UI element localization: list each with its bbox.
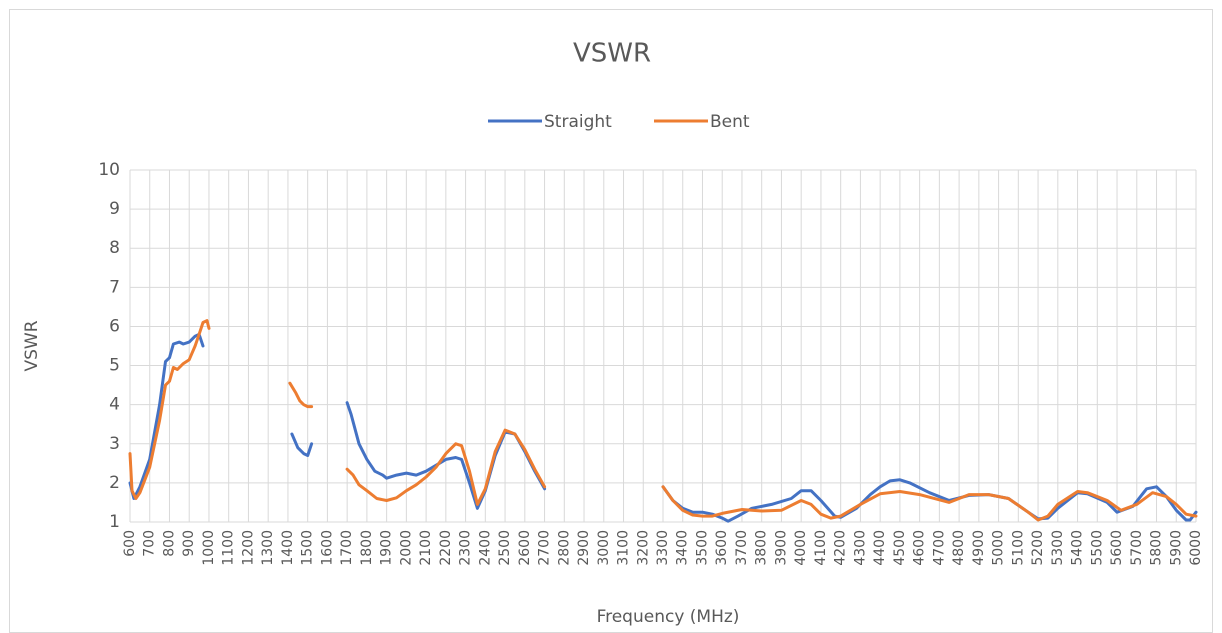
x-tick-label: 3600 <box>714 530 730 566</box>
x-tick-label: 5100 <box>1010 530 1026 566</box>
y-tick-label: 1 <box>109 512 120 532</box>
y-tick-label: 3 <box>109 434 120 454</box>
series-line <box>128 319 1198 522</box>
x-tick-label: 3200 <box>635 530 651 566</box>
y-tick-label: 9 <box>109 199 120 219</box>
x-tick-label: 5800 <box>1149 530 1165 566</box>
x-tick-label: 2300 <box>458 530 474 566</box>
y-tick-label: 10 <box>98 160 120 180</box>
x-tick-label: 3900 <box>773 530 789 566</box>
x-tick-label: 4600 <box>912 530 928 566</box>
x-tick-label: 4900 <box>971 530 987 566</box>
y-tick-label: 8 <box>109 238 120 258</box>
x-tick-label: 5000 <box>991 530 1007 566</box>
x-tick-label: 5400 <box>1070 530 1086 566</box>
y-tick-label: 4 <box>109 395 120 415</box>
x-tick-label: 1300 <box>260 530 276 566</box>
x-tick-label: 3800 <box>754 530 770 566</box>
x-tick-label: 3700 <box>734 530 750 566</box>
chart-frame <box>9 9 1213 633</box>
x-tick-label: 2000 <box>398 530 414 566</box>
x-tick-label: 3000 <box>596 530 612 566</box>
x-tick-label: 6000 <box>1188 530 1204 566</box>
series-line <box>128 332 1198 523</box>
x-tick-label: 1800 <box>359 530 375 566</box>
x-tick-label: 4400 <box>872 530 888 566</box>
x-tick-label: 1100 <box>221 530 237 566</box>
y-tick-label: 7 <box>109 277 120 297</box>
x-tick-label: 1000 <box>201 530 217 566</box>
x-tick-label: 4800 <box>951 530 967 566</box>
x-tick-label: 5700 <box>1129 530 1145 566</box>
x-tick-label: 1500 <box>300 530 316 566</box>
x-tick-label: 1700 <box>339 530 355 566</box>
x-tick-label: 3100 <box>616 530 632 566</box>
x-tick-label: 1200 <box>240 530 256 566</box>
x-tick-label: 700 <box>142 530 158 557</box>
legend-label: Straight <box>544 112 612 132</box>
x-tick-label: 5900 <box>1168 530 1184 566</box>
x-tick-label: 4500 <box>892 530 908 566</box>
x-tick-label: 600 <box>122 530 138 557</box>
x-tick-label: 2200 <box>438 530 454 566</box>
x-tick-label: 2100 <box>418 530 434 566</box>
x-tick-label: 4100 <box>813 530 829 566</box>
x-tick-label: 1900 <box>379 530 395 566</box>
x-tick-label: 2800 <box>556 530 572 566</box>
x-tick-label: 4200 <box>833 530 849 566</box>
chart-title: VSWR <box>573 39 651 69</box>
x-tick-label: 5300 <box>1050 530 1066 566</box>
legend-label: Bent <box>710 112 750 132</box>
x-tick-label: 5500 <box>1089 530 1105 566</box>
x-tick-label: 3400 <box>675 530 691 566</box>
x-tick-label: 1600 <box>319 530 335 566</box>
x-tick-label: 2700 <box>537 530 553 566</box>
x-tick-label: 2900 <box>576 530 592 566</box>
x-tick-label: 900 <box>181 530 197 557</box>
x-tick-label: 1400 <box>280 530 296 566</box>
x-tick-label: 2400 <box>477 530 493 566</box>
x-tick-label: 5200 <box>1030 530 1046 566</box>
x-tick-label: 2600 <box>517 530 533 566</box>
x-tick-label: 5600 <box>1109 530 1125 566</box>
x-axis-label: Frequency (MHz) <box>597 607 740 627</box>
y-axis-label: VSWR <box>22 320 42 371</box>
x-tick-label: 4000 <box>793 530 809 566</box>
y-tick-label: 5 <box>109 356 120 376</box>
x-tick-label: 4700 <box>931 530 947 566</box>
x-tick-label: 800 <box>161 530 177 557</box>
x-tick-label: 3300 <box>655 530 671 566</box>
y-tick-label: 6 <box>109 316 120 336</box>
y-tick-label: 2 <box>109 473 120 493</box>
x-tick-label: 4300 <box>852 530 868 566</box>
x-tick-label: 2500 <box>497 530 513 566</box>
x-tick-label: 3500 <box>694 530 710 566</box>
